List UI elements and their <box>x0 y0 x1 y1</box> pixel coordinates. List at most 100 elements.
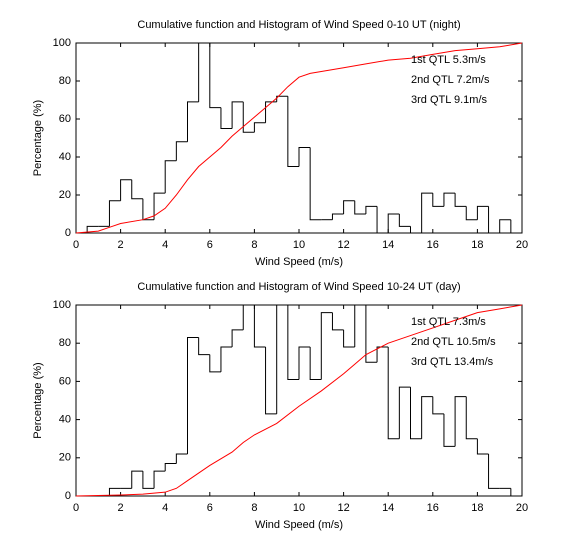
histogram-step <box>120 179 132 201</box>
y-tick-label: 20 <box>59 189 71 201</box>
histogram-step <box>387 213 400 233</box>
y-tick-label: 60 <box>59 113 71 125</box>
y-tick-label: 20 <box>59 452 71 464</box>
histogram-step <box>365 205 378 214</box>
histogram-step <box>432 193 444 207</box>
annotation: 1st QTL 5.3m/s <box>411 54 486 66</box>
histogram-step <box>432 396 444 415</box>
histogram-step <box>131 179 143 200</box>
histogram-step <box>231 101 244 129</box>
histogram-step <box>376 346 389 363</box>
y-tick-label: 100 <box>53 299 71 311</box>
histogram-step <box>454 193 467 207</box>
annotation: 3rd QTL 13.4m/s <box>411 356 494 368</box>
histogram-step <box>465 206 478 221</box>
x-tick-label: 4 <box>162 502 168 514</box>
histogram-step <box>287 96 299 167</box>
y-axis-label: Percentage (%) <box>32 362 44 438</box>
cumulative-line <box>75 42 523 234</box>
x-tick-label: 2 <box>118 502 124 514</box>
histogram-step <box>398 386 411 439</box>
histogram-step <box>309 347 322 380</box>
histogram-step <box>443 413 456 447</box>
histogram-step <box>331 312 344 331</box>
histogram-step <box>187 336 199 454</box>
x-tick-label: 2 <box>118 239 124 251</box>
x-tick-label: 20 <box>516 502 528 514</box>
y-tick-label: 80 <box>59 75 71 87</box>
histogram-step <box>298 147 311 167</box>
histogram-step <box>443 192 456 207</box>
histogram-step <box>209 354 221 373</box>
histogram-step <box>421 396 433 439</box>
histogram-step <box>476 438 489 455</box>
histogram-step <box>343 200 355 214</box>
y-axis-label: Percentage (%) <box>32 100 44 176</box>
y-tick-label: 100 <box>53 37 71 49</box>
x-axis-label: Wind Speed (m/s) <box>255 519 343 531</box>
x-tick-label: 16 <box>427 502 439 514</box>
annotation: 3rd QTL 9.1m/s <box>411 94 488 106</box>
y-tick-label: 40 <box>59 414 71 426</box>
histogram-step <box>153 470 166 489</box>
histogram-step <box>175 453 188 464</box>
y-tick-label: 0 <box>65 490 71 502</box>
histogram-step <box>253 305 266 348</box>
histogram-step <box>343 329 355 348</box>
histogram-step <box>410 387 422 440</box>
histogram-step <box>164 463 177 472</box>
x-axis-label: Wind Speed (m/s) <box>255 256 343 268</box>
x-tick-label: 20 <box>516 239 528 251</box>
histogram-step <box>331 213 344 220</box>
histogram-step <box>287 305 299 380</box>
y-tick-label: 40 <box>59 151 71 163</box>
y-tick-label: 80 <box>59 337 71 349</box>
x-tick-label: 8 <box>251 239 257 251</box>
histogram-step <box>276 304 288 414</box>
x-tick-label: 0 <box>73 502 79 514</box>
histogram-step <box>198 337 210 356</box>
x-tick-label: 6 <box>207 239 213 251</box>
x-tick-label: 8 <box>251 502 257 514</box>
histogram-step <box>108 200 121 227</box>
histogram-step <box>488 206 500 234</box>
histogram-step <box>365 305 378 363</box>
histogram-step <box>242 101 255 133</box>
histogram-step <box>108 487 121 496</box>
cumulative-line <box>75 304 523 497</box>
histogram-step <box>354 304 366 348</box>
histogram-step <box>209 43 221 109</box>
x-tick-label: 0 <box>73 239 79 251</box>
histogram-step <box>242 304 255 330</box>
histogram-step <box>220 346 233 372</box>
histogram-step <box>298 346 311 380</box>
x-tick-label: 16 <box>427 239 439 251</box>
histogram-step <box>376 206 389 234</box>
axes-box <box>75 42 523 234</box>
histogram-step <box>276 95 288 102</box>
histogram-step <box>387 347 400 440</box>
histogram-step <box>320 312 333 380</box>
y-tick-label: 0 <box>65 227 71 239</box>
histogram-step <box>354 200 366 215</box>
x-tick-label: 18 <box>471 502 483 514</box>
x-tick-label: 10 <box>293 239 305 251</box>
histogram-step <box>187 101 199 142</box>
histogram-step <box>488 453 500 489</box>
annotation: 2nd QTL 10.5m/s <box>411 336 496 348</box>
chart-title: Cumulative function and Histogram of Win… <box>137 19 460 31</box>
histogram-step <box>253 122 266 133</box>
histogram-step <box>410 226 422 234</box>
histogram-step <box>465 396 478 440</box>
histogram-step <box>86 225 99 233</box>
histogram-step <box>454 396 467 447</box>
x-tick-label: 10 <box>293 502 305 514</box>
histogram-step <box>198 42 210 102</box>
histogram-step <box>398 214 411 227</box>
x-tick-label: 14 <box>382 502 394 514</box>
x-tick-label: 12 <box>337 502 349 514</box>
histogram-step <box>476 205 489 220</box>
histogram-step <box>142 471 155 489</box>
histogram-step <box>231 329 244 348</box>
annotation: 1st QTL 7.3m/s <box>411 316 486 328</box>
